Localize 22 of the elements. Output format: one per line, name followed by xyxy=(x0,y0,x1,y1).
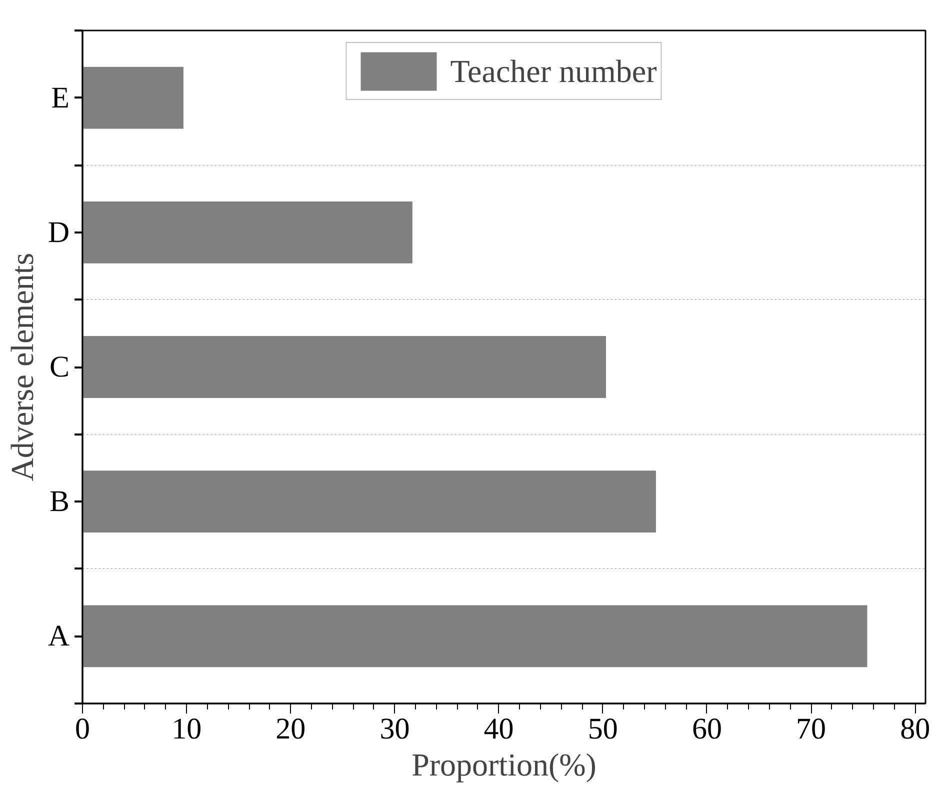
x-tick-label: 70 xyxy=(796,712,826,746)
x-tick-label: 40 xyxy=(484,712,514,746)
y-tick-label: C xyxy=(49,350,70,384)
y-axis-title: Adverse elements xyxy=(4,252,40,482)
y-tick-label: E xyxy=(51,81,70,114)
x-tick-label: 20 xyxy=(276,712,306,746)
bar xyxy=(82,201,412,264)
bar xyxy=(82,470,656,533)
bar xyxy=(82,336,606,398)
x-tick-label: 10 xyxy=(172,712,202,746)
x-tick-label: 0 xyxy=(75,712,90,746)
bar xyxy=(82,66,184,129)
x-tick-label: 80 xyxy=(900,712,930,746)
y-tick-label: B xyxy=(49,485,70,518)
legend-label: Teacher number xyxy=(450,52,657,90)
x-tick-label: 30 xyxy=(380,712,410,746)
x-tick-label: 50 xyxy=(588,712,618,746)
bar xyxy=(82,605,868,668)
x-tick-label: 60 xyxy=(692,712,722,746)
y-tick-label: D xyxy=(48,216,70,249)
x-axis-title: Proportion(%) xyxy=(412,746,596,782)
y-tick-label: A xyxy=(48,620,70,653)
